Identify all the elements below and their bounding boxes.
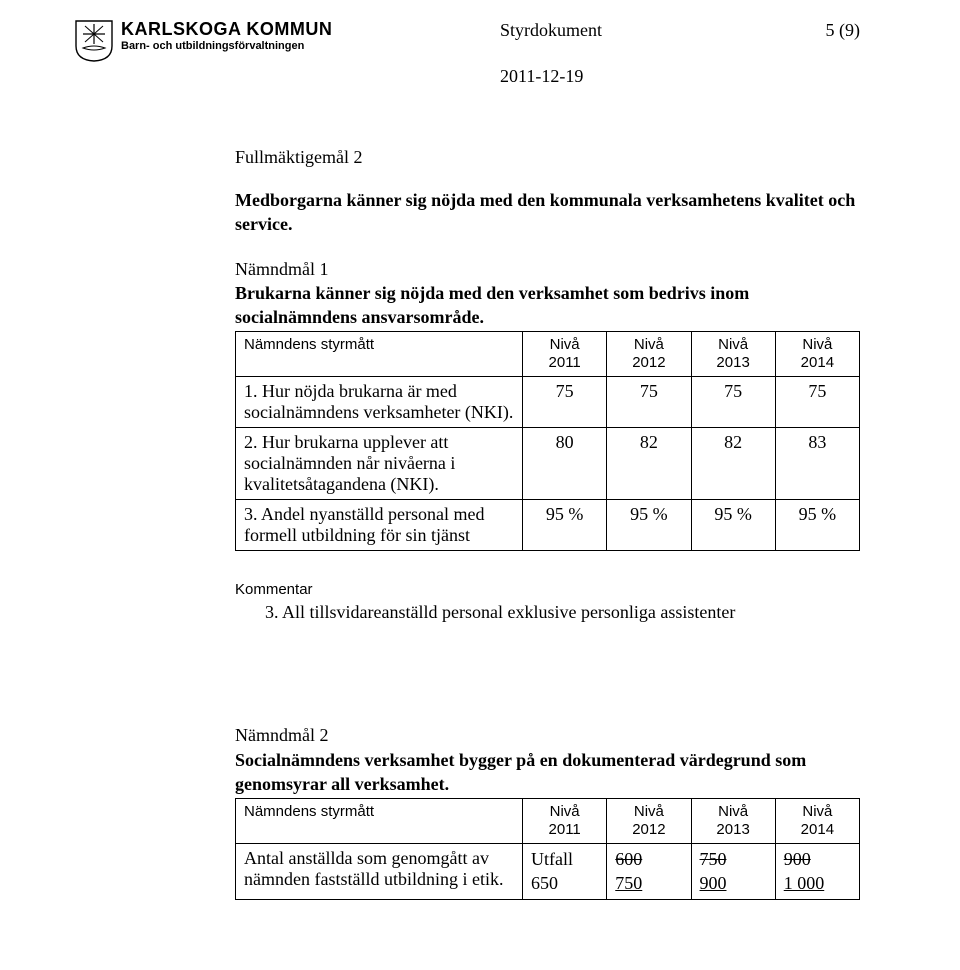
municipal-emblem-icon: [75, 20, 113, 62]
value-cell: 82: [607, 428, 691, 500]
metric-cell: 3. Andel nyanställd personal med formell…: [236, 500, 523, 551]
logo-text: KARLSKOGA KOMMUN Barn- och utbildningsfö…: [121, 20, 332, 52]
col-label: Nivå: [802, 336, 832, 353]
col-2014: Nivå2014: [775, 332, 859, 377]
value-cell: 95 %: [523, 500, 607, 551]
value-new: 900: [700, 872, 727, 895]
section-label-1: Fullmäktigemål 2: [235, 147, 860, 168]
table-1: Nämndens styrmått Nivå2011 Nivå2012 Nivå…: [235, 331, 860, 551]
doc-title-block: Styrdokument 5 (9): [500, 20, 860, 41]
value-struck: 900: [784, 848, 811, 871]
col-2013: Nivå2013: [691, 332, 775, 377]
col-label: Nivå: [634, 803, 664, 820]
table-row: 1. Hur nöjda brukarna är med socialnämnd…: [236, 377, 860, 428]
col-metric: Nämndens styrmått: [236, 799, 523, 844]
value-new: 1 000: [784, 872, 825, 895]
namndmal-2-label: Nämndmål 2: [235, 725, 328, 745]
value-top: Utfall: [531, 848, 573, 871]
col-2013: Nivå2013: [691, 799, 775, 844]
table-row: Nämndens styrmått Nivå2011 Nivå2012 Nivå…: [236, 799, 860, 844]
table-row: 2. Hur brukarna upplever att socialnämnd…: [236, 428, 860, 500]
value-struck: 600: [615, 848, 642, 871]
col-label: Nivå: [802, 803, 832, 820]
doc-title: Styrdokument: [500, 20, 602, 41]
namndmal-2: Nämndmål 2 Socialnämndens verksamhet byg…: [235, 723, 860, 796]
col-2011: Nivå2011: [523, 332, 607, 377]
value-cell: 82: [691, 428, 775, 500]
doc-date: 2011-12-19: [500, 66, 860, 87]
value-cell: 600 750: [607, 844, 691, 900]
section-heading-1: Medborgarna känner sig nöjda med den kom…: [235, 188, 860, 237]
col-year: 2014: [801, 354, 834, 371]
col-year: 2011: [549, 354, 581, 371]
table-row: Nämndens styrmått Nivå2011 Nivå2012 Nivå…: [236, 332, 860, 377]
value-cell: 75: [523, 377, 607, 428]
org-title: KARLSKOGA KOMMUN: [121, 20, 332, 40]
namndmal-1-label: Nämndmål 1: [235, 259, 328, 279]
col-label: Nivå: [550, 336, 580, 353]
metric-cell: 1. Hur nöjda brukarna är med socialnämnd…: [236, 377, 523, 428]
table-2: Nämndens styrmått Nivå2011 Nivå2012 Nivå…: [235, 798, 860, 900]
value-bottom: 650: [531, 872, 558, 895]
page-number: 5 (9): [826, 20, 861, 41]
value-struck: 750: [700, 848, 727, 871]
comment-body-1: 3. All tillsvidareanställd personal exkl…: [265, 602, 860, 623]
col-year: 2013: [716, 821, 749, 838]
value-cell: 95 %: [691, 500, 775, 551]
page: KARLSKOGA KOMMUN Barn- och utbildningsfö…: [0, 0, 960, 970]
col-metric: Nämndens styrmått: [236, 332, 523, 377]
col-year: 2011: [549, 821, 581, 838]
content: Fullmäktigemål 2 Medborgarna känner sig …: [235, 147, 860, 900]
metric-cell: 2. Hur brukarna upplever att socialnämnd…: [236, 428, 523, 500]
value-cell: 900 1 000: [775, 844, 859, 900]
value-cell: 75: [607, 377, 691, 428]
value-cell: 80: [523, 428, 607, 500]
col-label: Nivå: [550, 803, 580, 820]
table-row: 3. Andel nyanställd personal med formell…: [236, 500, 860, 551]
org-subtitle: Barn- och utbildningsförvaltningen: [121, 40, 332, 52]
logo-block: KARLSKOGA KOMMUN Barn- och utbildningsfö…: [75, 20, 332, 62]
value-cell: 75: [691, 377, 775, 428]
col-label: Nivå: [718, 803, 748, 820]
metric-cell: Antal anställda som genomgått av nämnden…: [236, 844, 523, 900]
value-new: 750: [615, 872, 642, 895]
value-cell: 75: [775, 377, 859, 428]
col-2014: Nivå2014: [775, 799, 859, 844]
col-label: Nivå: [718, 336, 748, 353]
table-row: Antal anställda som genomgått av nämnden…: [236, 844, 860, 900]
comment-label-1: Kommentar: [235, 581, 860, 598]
value-cell: 95 %: [775, 500, 859, 551]
col-label: Nivå: [634, 336, 664, 353]
namndmal-1-body: Brukarna känner sig nöjda med den verksa…: [235, 283, 749, 327]
value-cell: 750 900: [691, 844, 775, 900]
col-2012: Nivå2012: [607, 799, 691, 844]
col-2012: Nivå2012: [607, 332, 691, 377]
col-year: 2012: [632, 821, 665, 838]
value-cell: 95 %: [607, 500, 691, 551]
col-year: 2013: [716, 354, 749, 371]
header-row: KARLSKOGA KOMMUN Barn- och utbildningsfö…: [75, 20, 860, 62]
namndmal-1: Nämndmål 1 Brukarna känner sig nöjda med…: [235, 257, 860, 330]
value-cell: 83: [775, 428, 859, 500]
value-cell: Utfall 650: [523, 844, 607, 900]
col-year: 2012: [632, 354, 665, 371]
col-2011: Nivå2011: [523, 799, 607, 844]
col-year: 2014: [801, 821, 834, 838]
namndmal-2-body: Socialnämndens verksamhet bygger på en d…: [235, 750, 806, 794]
